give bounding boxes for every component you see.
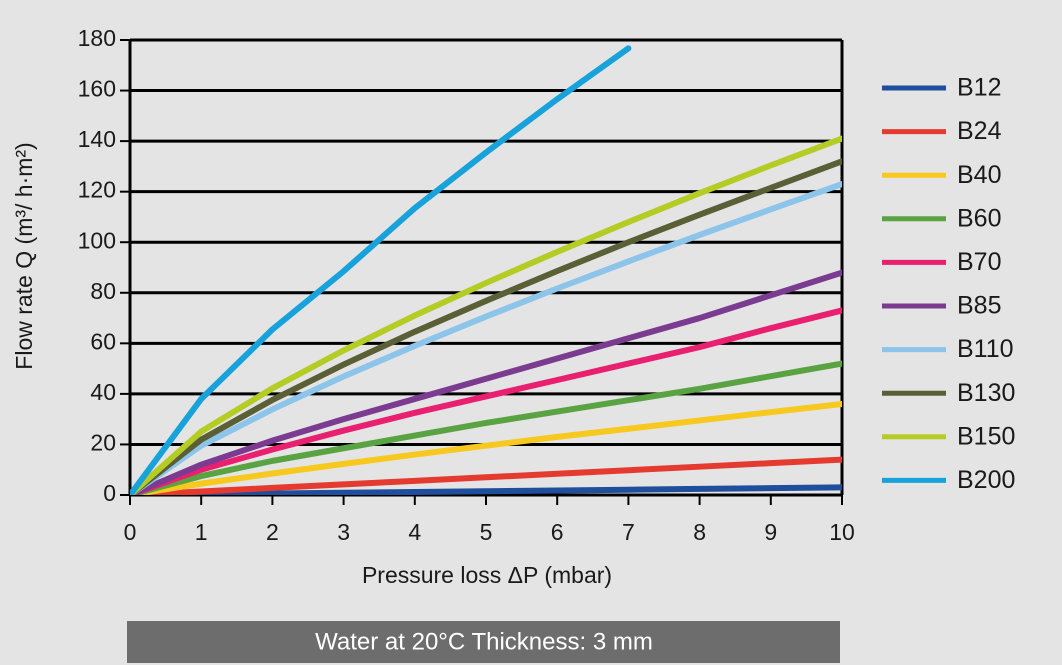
- y-tick-label: 80: [90, 278, 116, 304]
- legend-label: B40: [957, 161, 1001, 189]
- x-axis-label: Pressure loss ΔP (mbar): [362, 562, 612, 588]
- x-tick-label: 6: [551, 519, 564, 545]
- plot-area: [130, 45, 842, 495]
- x-tick-label: 9: [764, 519, 777, 545]
- annotation: Water at 20°C Thickness: 3 mm: [315, 628, 653, 655]
- x-tick-label: 7: [622, 519, 635, 545]
- x-tick-label: 10: [829, 519, 855, 545]
- legend-label: B110: [957, 335, 1014, 363]
- annotation-bar: [127, 621, 840, 663]
- legend-label: B24: [957, 117, 1002, 145]
- legend-label: B130: [957, 379, 1015, 407]
- y-tick-label: 40: [90, 379, 116, 405]
- legend-label: B60: [957, 204, 1001, 232]
- legend-label: B150: [957, 422, 1015, 450]
- series-line: [130, 135, 842, 495]
- legend-label: B70: [957, 248, 1001, 276]
- legend-label: B12: [957, 74, 1001, 102]
- legend-label: B85: [957, 292, 1001, 320]
- series-line: [130, 269, 842, 495]
- series-line: [130, 307, 842, 495]
- series-line: [130, 484, 842, 495]
- series-line: [130, 158, 842, 495]
- x-tick-label: 2: [266, 519, 279, 545]
- legend-label: B200: [957, 466, 1015, 494]
- y-tick-label: 140: [78, 126, 116, 152]
- x-tick-label: 8: [693, 519, 706, 545]
- y-tick-label: 0: [103, 480, 116, 506]
- x-tick-label: 1: [195, 519, 208, 545]
- x-tick-label: 0: [124, 519, 137, 545]
- x-tick-label: 3: [337, 519, 350, 545]
- series-line: [130, 360, 842, 495]
- series-line: [130, 401, 842, 495]
- y-tick-label: 120: [78, 177, 116, 203]
- y-axis-label: Flow rate Q (m³/ h·m²): [11, 142, 37, 369]
- y-tick-label: 180: [78, 25, 116, 51]
- x-tick-label: 4: [408, 519, 421, 545]
- y-tick-label: 160: [78, 76, 116, 102]
- y-tick-label: 100: [78, 227, 116, 253]
- y-tick-label: 60: [90, 328, 116, 354]
- series-line: [130, 181, 842, 495]
- series-line: [130, 456, 842, 495]
- series-line: [130, 45, 632, 495]
- y-tick-label: 20: [90, 430, 116, 456]
- x-tick-label: 5: [480, 519, 493, 545]
